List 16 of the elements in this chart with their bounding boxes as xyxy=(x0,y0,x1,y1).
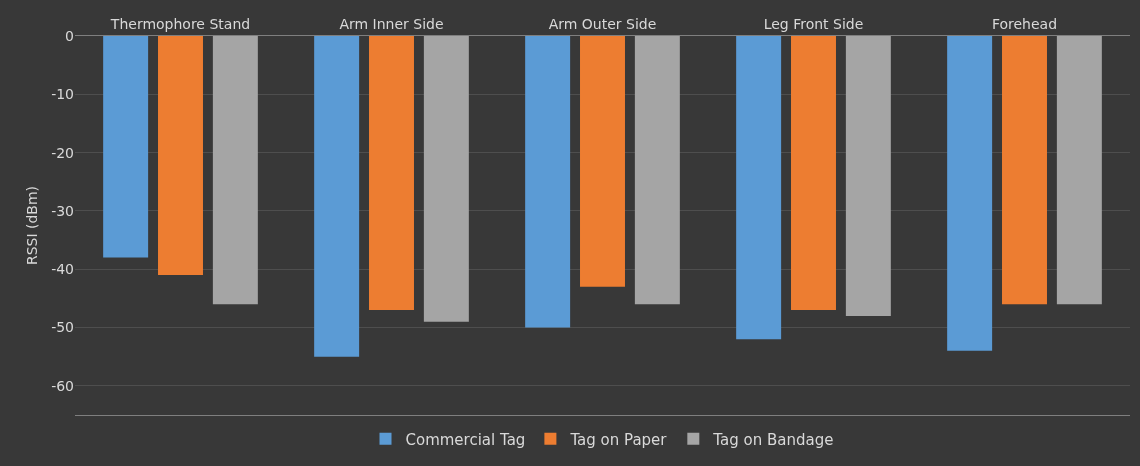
x-tick-label: Arm Outer Side xyxy=(548,16,657,33)
legend-label: Tag on Bandage xyxy=(712,430,834,449)
y-tick-label: 0 xyxy=(65,27,74,44)
y-tick-label: -60 xyxy=(51,377,74,394)
y-tick-label: -30 xyxy=(51,202,74,219)
legend-label: Commercial Tag xyxy=(405,430,526,449)
x-tick-label: Thermophore Stand xyxy=(109,16,251,33)
y-tick-label: -20 xyxy=(51,144,74,161)
x-tick-label: Forehead xyxy=(991,16,1058,33)
legend-label: Tag on Paper xyxy=(569,430,668,449)
y-tick-label: -10 xyxy=(51,86,74,103)
y-axis-title: RSSI (dBm) xyxy=(24,185,40,266)
x-tick-label: Arm Inner Side xyxy=(339,16,444,33)
x-tick-label: Leg Front Side xyxy=(763,16,864,33)
y-tick-label: -40 xyxy=(51,261,74,278)
y-tick-label: -50 xyxy=(51,319,74,336)
